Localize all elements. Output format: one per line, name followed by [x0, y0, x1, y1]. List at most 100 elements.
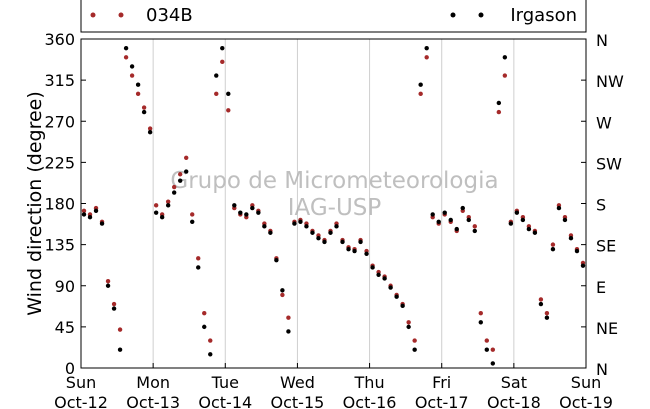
point-series-2: [430, 212, 435, 217]
point-series-1: [484, 338, 490, 343]
point-series-2: [196, 265, 201, 270]
y2-tick-label: NW: [596, 72, 624, 91]
point-series-2: [159, 215, 165, 220]
point-series-1: [226, 108, 231, 113]
point-series-2: [568, 236, 574, 241]
point-series-2: [358, 239, 363, 245]
point-series-2: [478, 320, 483, 325]
point-series-1: [111, 301, 117, 307]
point-series-1: [135, 91, 141, 97]
vertical-grid-lines: [152, 39, 515, 368]
x-tick-day: Sun: [66, 373, 96, 392]
legend-label: Irgason: [510, 5, 577, 26]
point-series-2: [562, 217, 568, 223]
point-series-2: [292, 221, 297, 226]
x-tick-date: Oct-13: [126, 393, 180, 409]
point-series-2: [316, 236, 321, 241]
y2-tick-label: S: [596, 196, 606, 215]
x-tick-day: Thu: [354, 373, 385, 392]
point-series-2: [328, 230, 333, 235]
point-series-2: [412, 347, 417, 352]
x-tick-date: Oct-19: [559, 393, 613, 409]
point-series-2: [87, 215, 93, 220]
point-series-1: [177, 172, 183, 177]
point-series-2: [208, 352, 213, 357]
point-series-2: [274, 257, 279, 263]
point-series-2: [129, 64, 135, 69]
y2-tick-label: E: [596, 278, 606, 297]
y-tick-label: 270: [44, 112, 75, 131]
point-series-2: [400, 303, 405, 309]
point-series-2: [93, 208, 99, 214]
point-series-2: [526, 226, 532, 232]
point-series-2: [250, 205, 255, 211]
point-series-1: [286, 315, 291, 320]
x-tick-day: Wed: [280, 373, 315, 392]
legend-label: 034B: [146, 5, 193, 26]
y2-axis-ticks: N NE E SE S SW W NW N: [596, 31, 624, 379]
y-tick-label: 135: [44, 236, 75, 255]
point-series-2: [232, 203, 237, 208]
point-series-1: [490, 347, 496, 352]
point-series-2: [556, 205, 562, 211]
point-series-2: [544, 315, 550, 320]
point-series-2: [580, 263, 586, 268]
point-series-2: [514, 210, 520, 215]
point-series-2: [436, 219, 441, 224]
point-series-1: [280, 292, 285, 298]
point-series-2: [364, 251, 369, 256]
legend-marker: [450, 12, 456, 18]
point-series-2: [117, 347, 123, 352]
point-series-2: [334, 224, 339, 229]
point-series-2: [304, 224, 309, 229]
point-series-2: [81, 212, 87, 217]
y-tick-label: 225: [44, 153, 75, 172]
point-series-2: [550, 246, 556, 252]
point-series-2: [508, 221, 514, 226]
point-series-2: [190, 219, 195, 224]
point-series-1: [81, 208, 87, 214]
point-series-2: [268, 230, 273, 235]
point-series-2: [214, 73, 219, 78]
point-series-2: [472, 228, 477, 234]
point-series-2: [177, 178, 183, 183]
point-series-2: [454, 226, 459, 232]
y2-tick-label: N: [596, 360, 608, 379]
y-tick-label: 360: [44, 30, 75, 49]
point-series-2: [322, 239, 327, 245]
point-series-2: [496, 100, 502, 106]
x-axis-ticks: SunOct-12MonOct-13TueOct-14WedOct-15ThuO…: [54, 363, 613, 409]
legend-marker: [118, 12, 124, 18]
watermark-line-2: IAG-USP: [288, 195, 382, 221]
point-series-1: [171, 184, 177, 190]
y2-tick-label: W: [596, 113, 612, 132]
point-series-2: [484, 347, 490, 352]
point-series-1: [202, 310, 207, 316]
point-series-1: [502, 73, 508, 78]
x-tick-day: Sat: [501, 373, 527, 392]
scatter-points: [81, 45, 586, 366]
point-series-2: [298, 219, 303, 224]
legend-frame: [80, 0, 587, 33]
point-series-2: [165, 203, 171, 208]
x-tick-date: Oct-12: [54, 393, 108, 409]
point-series-1: [153, 203, 159, 208]
y-axis-label: Wind direction (degree): [24, 91, 46, 316]
point-series-1: [196, 256, 201, 261]
point-series-2: [418, 82, 423, 87]
point-series-1: [123, 55, 129, 60]
point-series-2: [406, 324, 411, 330]
point-series-1: [208, 338, 213, 343]
point-series-1: [105, 278, 111, 284]
point-series-2: [147, 130, 153, 135]
point-series-1: [478, 310, 483, 316]
y-tick-label: 0: [65, 359, 75, 378]
point-series-2: [394, 294, 399, 299]
point-series-1: [418, 91, 423, 97]
point-series-2: [99, 221, 105, 226]
point-series-2: [226, 91, 231, 97]
point-series-2: [574, 248, 580, 254]
point-series-2: [460, 205, 465, 211]
y-tick-label: 180: [44, 195, 75, 214]
point-series-1: [165, 199, 171, 204]
